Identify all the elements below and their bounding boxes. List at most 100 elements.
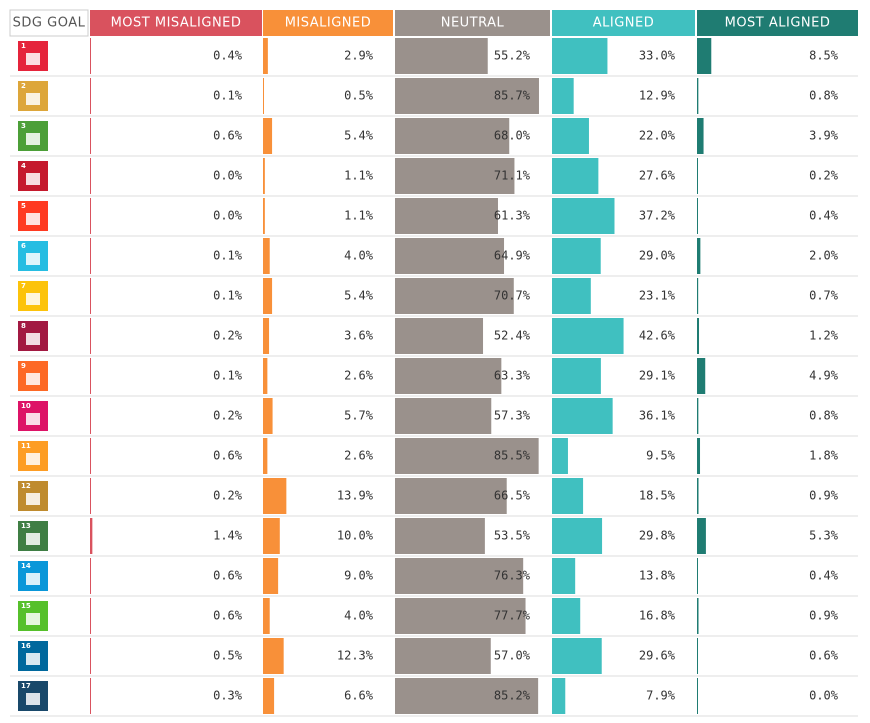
- value-label: 61.3%: [494, 209, 531, 223]
- bar: [395, 638, 491, 674]
- value-label: 27.6%: [639, 169, 676, 183]
- value-label: 42.6%: [639, 329, 676, 343]
- sdg-glyph: [26, 693, 40, 705]
- value-label: 4.0%: [344, 249, 374, 263]
- bar: [263, 558, 279, 594]
- sdg-number: 15: [21, 602, 31, 610]
- sdg-glyph: [26, 413, 40, 425]
- bar: [697, 118, 704, 154]
- sdg-glyph: [26, 333, 40, 345]
- column-header-label: MOST ALIGNED: [725, 16, 831, 31]
- bar: [263, 438, 268, 474]
- sdg-number: 14: [21, 562, 31, 570]
- bar: [697, 438, 701, 474]
- bar: [90, 598, 92, 634]
- bar: [395, 278, 514, 314]
- bar: [697, 78, 699, 114]
- sdg-glyph: [26, 453, 40, 465]
- category-header-cell: [9, 9, 89, 37]
- bar: [90, 238, 91, 274]
- value-label: 57.0%: [494, 649, 531, 663]
- value-label: 9.5%: [646, 449, 676, 463]
- value-label: 36.1%: [639, 409, 676, 423]
- bar: [395, 318, 484, 354]
- value-label: 0.0%: [213, 209, 243, 223]
- value-label: 0.0%: [809, 689, 839, 703]
- value-label: 55.2%: [494, 49, 531, 63]
- bar: [90, 518, 93, 554]
- value-label: 66.5%: [494, 489, 531, 503]
- value-label: 1.1%: [344, 209, 374, 223]
- bar: [395, 38, 488, 74]
- value-label: 0.2%: [213, 409, 243, 423]
- sdg-number: 5: [21, 202, 26, 210]
- sdg-glyph: [26, 253, 40, 265]
- value-label: 63.3%: [494, 369, 531, 383]
- sdg-glyph: [26, 533, 40, 545]
- value-label: 16.8%: [639, 609, 676, 623]
- bar: [90, 638, 91, 674]
- sdg-number: 11: [21, 442, 31, 450]
- sdg-number: 12: [21, 482, 31, 490]
- value-label: 1.1%: [344, 169, 374, 183]
- bar: [90, 278, 91, 314]
- value-label: 0.9%: [809, 489, 839, 503]
- value-label: 33.0%: [639, 49, 676, 63]
- value-label: 68.0%: [494, 129, 531, 143]
- bar: [552, 158, 599, 194]
- bar: [552, 598, 581, 634]
- bar: [395, 118, 510, 154]
- value-label: 0.4%: [809, 209, 839, 223]
- sdg-number: 16: [21, 642, 31, 650]
- bar: [263, 78, 264, 114]
- sdg-glyph: [26, 373, 40, 385]
- column-header-label: MOST MISALIGNED: [111, 16, 242, 31]
- column-header: [552, 10, 695, 36]
- bar: [697, 598, 699, 634]
- bar: [263, 198, 265, 234]
- bar: [263, 678, 275, 714]
- value-label: 2.6%: [344, 369, 374, 383]
- bar: [395, 678, 539, 714]
- value-label: 23.1%: [639, 289, 676, 303]
- sdg-glyph: [26, 613, 40, 625]
- value-label: 12.9%: [639, 89, 676, 103]
- value-label: 2.9%: [344, 49, 374, 63]
- value-label: 22.0%: [639, 129, 676, 143]
- bar: [90, 678, 91, 714]
- value-label: 1.4%: [213, 529, 243, 543]
- bar: [395, 398, 492, 434]
- sdg-number: 13: [21, 522, 31, 530]
- bar: [395, 478, 507, 514]
- bar: [697, 38, 712, 74]
- bar: [263, 158, 265, 194]
- bar: [395, 358, 502, 394]
- value-label: 7.9%: [646, 689, 676, 703]
- value-label: 37.2%: [639, 209, 676, 223]
- bar: [697, 358, 706, 394]
- value-label: 3.6%: [344, 329, 374, 343]
- bar: [263, 278, 273, 314]
- bar: [552, 358, 601, 394]
- column-header-label: MISALIGNED: [285, 16, 372, 31]
- sdg-glyph: [26, 173, 40, 185]
- bar: [697, 558, 698, 594]
- bar: [90, 78, 91, 114]
- value-label: 9.0%: [344, 569, 374, 583]
- bar: [90, 318, 91, 354]
- sdg-glyph: [26, 93, 40, 105]
- value-label: 0.7%: [809, 289, 839, 303]
- value-label: 64.9%: [494, 249, 531, 263]
- bar: [552, 678, 566, 714]
- value-label: 6.6%: [344, 689, 374, 703]
- sdg-number: 9: [21, 362, 26, 370]
- column-header: [395, 10, 550, 36]
- value-label: 0.2%: [213, 329, 243, 343]
- value-label: 77.7%: [494, 609, 531, 623]
- bar: [552, 638, 602, 674]
- bar: [395, 238, 505, 274]
- value-label: 85.5%: [494, 449, 531, 463]
- value-label: 0.2%: [213, 489, 243, 503]
- bar: [697, 158, 698, 194]
